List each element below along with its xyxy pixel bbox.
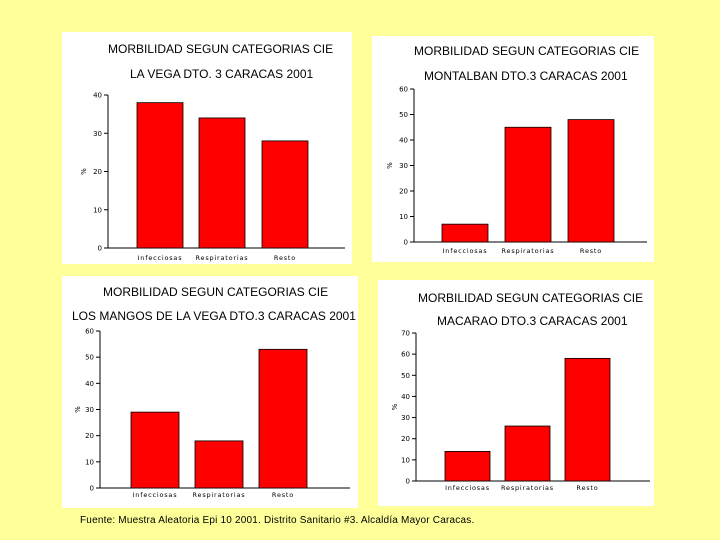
bar-los-mangos-infecciosas [130,411,180,489]
chart-subtitle-los-mangos: LOS MANGOS DE LA VEGA DTO.3 CARACAS 2001 [72,309,356,323]
category-label-los-mangos-infecciosas: Infecciosas [133,491,178,499]
bar-la-vega-resto [261,140,309,249]
y-tick-label-macarao-50: 50 [401,372,410,380]
category-label-macarao-resto: Resto [576,484,598,492]
y-tick-label-los-mangos-20: 20 [85,432,94,440]
category-label-macarao-infecciosas: Infecciosas [445,484,490,492]
y-tick-label-macarao-0: 0 [406,478,410,486]
y-tick-label-montalban-40: 40 [399,137,408,145]
chart-title-montalban: MORBILIDAD SEGUN CATEGORIAS CIE [414,44,640,58]
y-tick-label-macarao-30: 30 [401,414,410,422]
category-label-la-vega-respiratorias: Respiratorias [196,254,249,262]
y-axis-label-la-vega: % [80,168,88,175]
bar-los-mangos-resto [258,348,308,489]
y-axis-label-los-mangos: % [74,406,82,413]
y-tick-label-montalban-0: 0 [404,239,408,247]
y-tick-label-los-mangos-60: 60 [85,328,94,336]
y-tick-label-los-mangos-30: 30 [85,406,94,414]
y-tick-label-montalban-50: 50 [399,111,408,119]
chart-title-los-mangos: MORBILIDAD SEGUN CATEGORIAS CIE [103,285,329,299]
y-tick-label-la-vega-30: 30 [93,130,102,138]
y-tick-label-montalban-60: 60 [399,86,408,94]
y-tick-label-los-mangos-40: 40 [85,380,94,388]
category-label-montalban-infecciosas: Infecciosas [443,247,488,255]
chart-title-la-vega: MORBILIDAD SEGUN CATEGORIAS CIE [108,42,334,56]
y-tick-label-montalban-20: 20 [399,188,408,196]
category-label-los-mangos-resto: Resto [272,491,294,499]
category-label-la-vega-infecciosas: Infecciosas [138,254,183,262]
bar-macarao-resto [564,357,611,482]
category-label-los-mangos-respiratorias: Respiratorias [193,491,246,499]
y-tick-label-montalban-30: 30 [399,162,408,170]
y-tick-label-macarao-60: 60 [401,351,410,359]
bar-macarao-infecciosas [444,450,491,482]
y-tick-label-los-mangos-0: 0 [90,485,94,493]
y-tick-label-la-vega-10: 10 [93,206,102,214]
bar-montalban-respiratorias [504,126,552,243]
bar-montalban-resto [567,119,615,243]
category-label-la-vega-resto: Resto [274,254,296,262]
y-tick-label-la-vega-20: 20 [93,168,102,176]
y-tick-label-la-vega-0: 0 [98,245,102,253]
y-tick-label-macarao-70: 70 [401,330,410,338]
bar-los-mangos-respiratorias [194,440,244,489]
bar-macarao-respiratorias [504,425,551,482]
y-tick-label-montalban-10: 10 [399,213,408,221]
category-label-montalban-resto: Resto [580,247,602,255]
y-tick-label-macarao-20: 20 [401,435,410,443]
category-label-macarao-respiratorias: Respiratorias [501,484,554,492]
source-note: Fuente: Muestra Aleatoria Epi 10 2001. D… [80,515,475,526]
y-tick-label-macarao-40: 40 [401,393,410,401]
y-axis-label-macarao: % [391,403,399,410]
chart-subtitle-la-vega: LA VEGA DTO. 3 CARACAS 2001 [130,67,314,81]
chart-subtitle-montalban: MONTALBAN DTO.3 CARACAS 2001 [424,69,628,83]
category-label-montalban-respiratorias: Respiratorias [502,247,555,255]
bar-la-vega-respiratorias [198,117,246,249]
y-tick-label-los-mangos-50: 50 [85,354,94,362]
y-tick-label-macarao-10: 10 [401,456,410,464]
y-axis-label-montalban: % [386,162,394,169]
y-tick-label-los-mangos-10: 10 [85,458,94,466]
bar-montalban-infecciosas [441,223,489,243]
bar-la-vega-infecciosas [136,102,184,249]
y-tick-label-la-vega-40: 40 [93,92,102,100]
chart-title-macarao: MORBILIDAD SEGUN CATEGORIAS CIE [418,291,644,305]
chart-subtitle-macarao: MACARAO DTO.3 CARACAS 2001 [437,314,628,328]
